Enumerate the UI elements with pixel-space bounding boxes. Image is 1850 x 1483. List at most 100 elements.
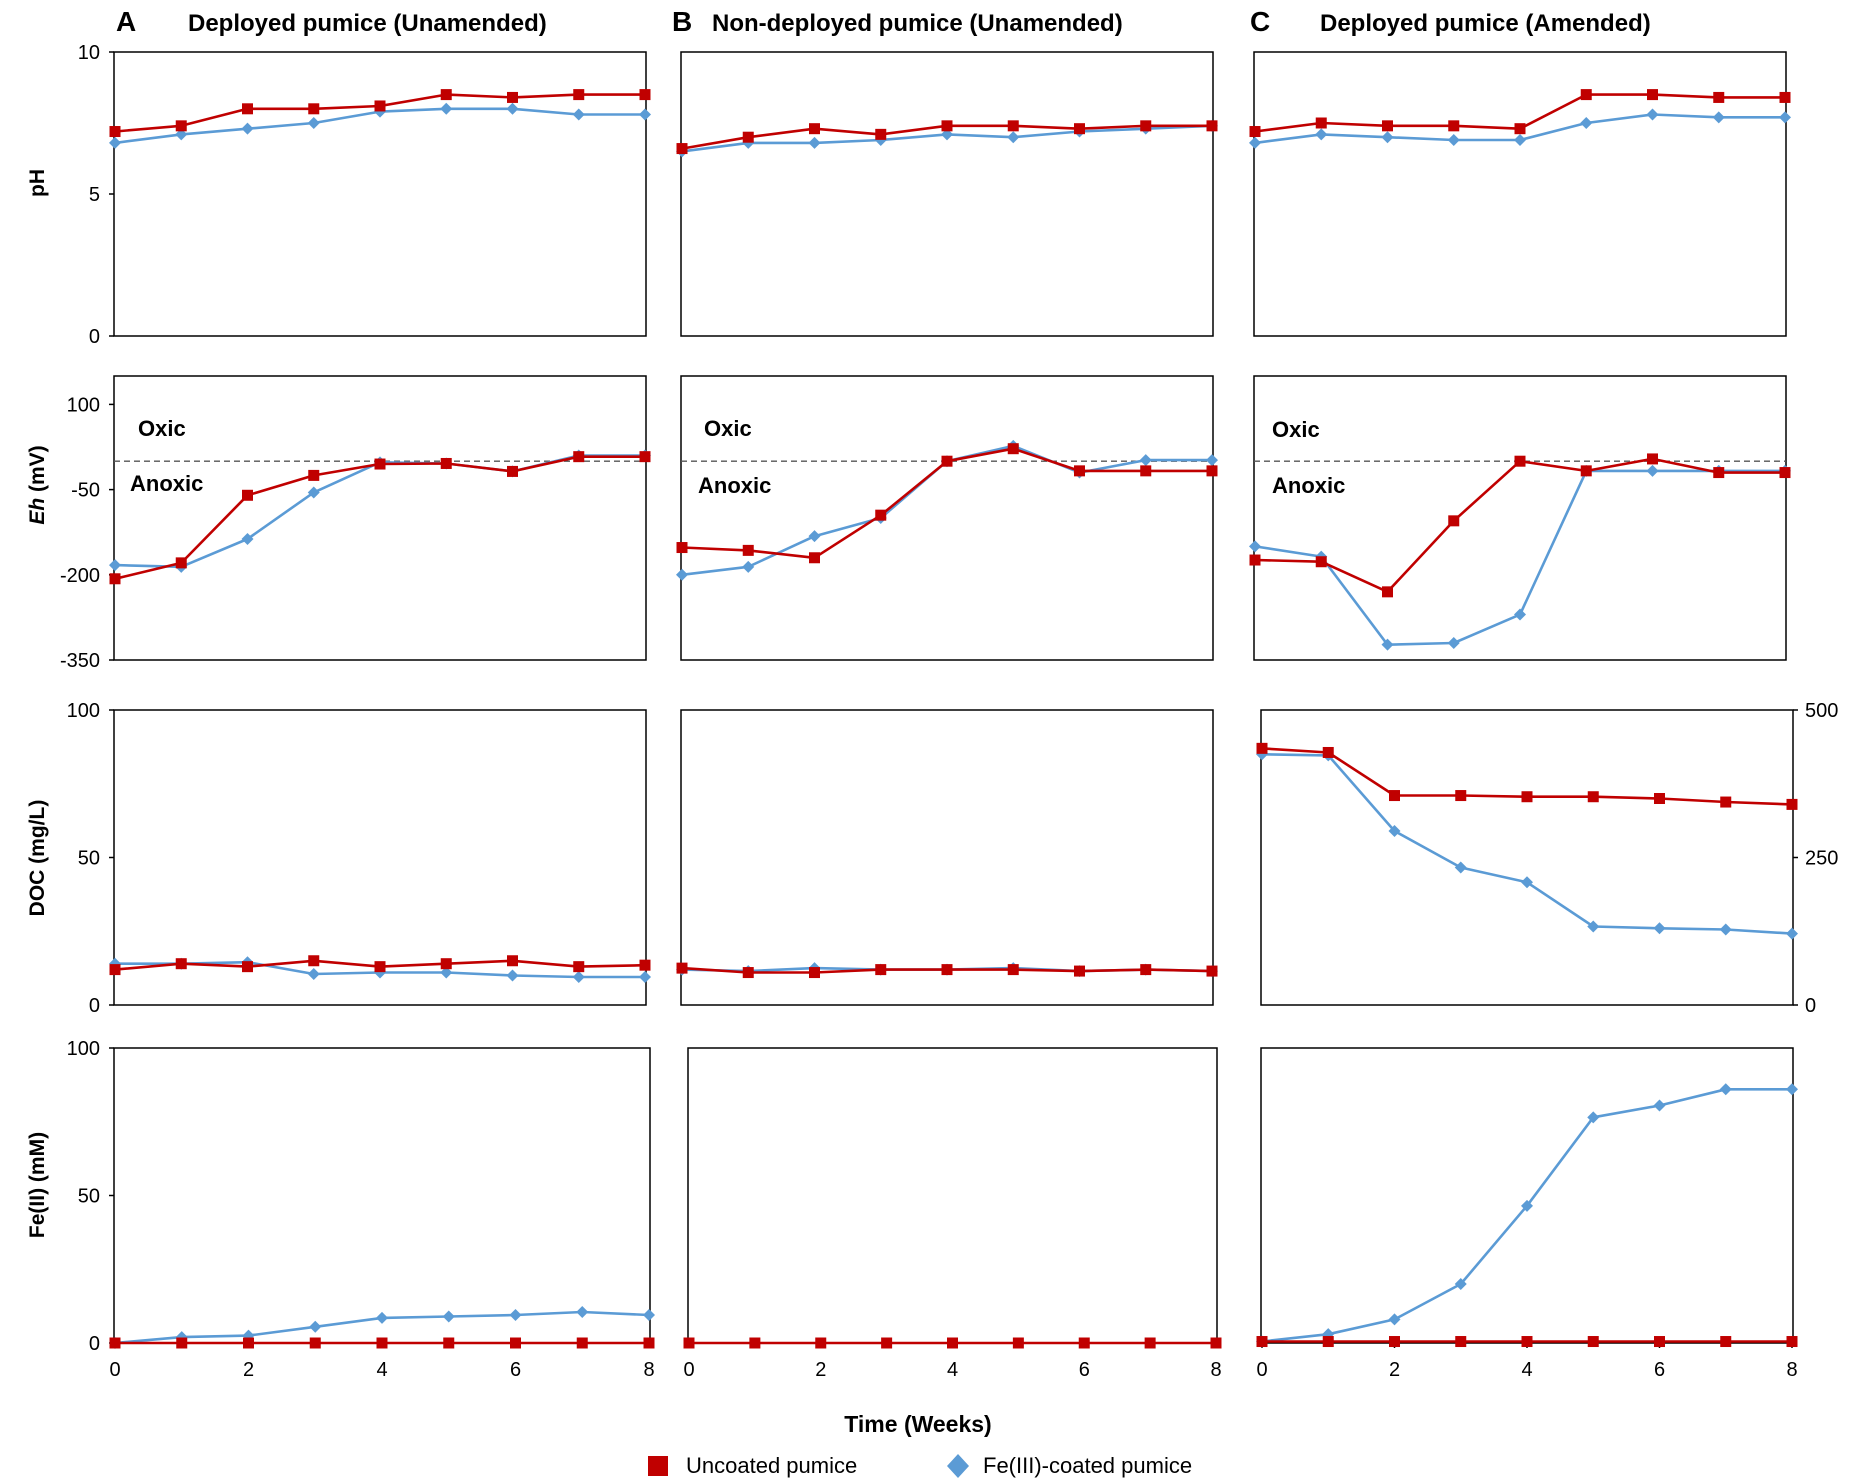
data-point-coated (1521, 1199, 1533, 1212)
data-point-uncoated (175, 120, 187, 132)
anoxic-label-a: Anoxic (130, 471, 203, 496)
data-point-uncoated (1140, 964, 1152, 976)
data-point-coated (241, 122, 254, 135)
data-point-coated (1779, 111, 1791, 124)
data-point-coated (1514, 134, 1526, 147)
data-point-uncoated (1448, 120, 1460, 132)
data-point-coated (1388, 824, 1401, 837)
data-point-uncoated (1210, 1337, 1222, 1349)
data-point-coated (1580, 117, 1593, 129)
data-point-coated (1447, 134, 1460, 147)
y-right-tick-label: 250 (1805, 848, 1838, 870)
x-tick-label: 0 (1256, 1359, 1267, 1381)
data-point-uncoated (1580, 89, 1592, 101)
data-point-coated (676, 568, 688, 581)
x-tick-label: 2 (1389, 1359, 1400, 1381)
y-tick-label: 100 (67, 700, 100, 722)
data-point-uncoated (374, 458, 386, 470)
data-point-coated (941, 128, 953, 141)
data-point-uncoated (676, 542, 688, 554)
legend-marker-uncoated (648, 1456, 668, 1476)
data-point-uncoated (440, 457, 452, 469)
data-point-coated (1653, 1099, 1666, 1112)
data-point-coated (572, 108, 585, 121)
data-point-uncoated (440, 89, 452, 101)
data-point-coated (307, 117, 320, 129)
data-point-uncoated (308, 469, 320, 481)
ylabel-eh-symbol: Eh (26, 498, 49, 525)
data-point-coated (109, 559, 121, 572)
data-point-coated (1381, 131, 1394, 144)
series-line-coated (1261, 753, 1793, 935)
data-point-uncoated (1256, 742, 1268, 754)
data-point-uncoated (1720, 796, 1732, 808)
data-point-uncoated (1007, 443, 1019, 455)
data-point-uncoated (639, 959, 651, 971)
panel-c-doc: 0 250 500 (1256, 700, 1838, 1017)
oxic-label-a: Oxic (138, 416, 186, 441)
data-point-coated (109, 136, 121, 149)
data-point-uncoated (1779, 91, 1791, 103)
data-point-uncoated (676, 962, 688, 974)
data-point-uncoated (1720, 1336, 1732, 1348)
x-tick-label: 8 (1786, 1359, 1797, 1381)
data-point-coated (1719, 1083, 1732, 1096)
panel-title-b: Non-deployed pumice (Unamended) (712, 10, 1123, 37)
y-tick-label: 0 (89, 995, 100, 1017)
panels-layer: 0 5 10 -350 -200 -50 100 0 50 100 0 250 500 0 50 100 0 2 4… (60, 42, 1838, 1381)
y-tick-label: 50 (78, 1186, 100, 1208)
data-point-coated (1514, 608, 1526, 621)
data-point-uncoated (109, 964, 121, 976)
data-point-uncoated (1786, 798, 1798, 810)
data-point-uncoated (1521, 1336, 1533, 1348)
data-point-uncoated (1514, 455, 1526, 467)
panel-letter-b: B (672, 6, 692, 37)
plot-frame (113, 375, 647, 661)
data-point-uncoated (109, 126, 121, 138)
data-point-coated (639, 970, 651, 983)
data-point-coated (1447, 636, 1460, 649)
data-point-uncoated (1580, 465, 1592, 477)
x-tick-label: 4 (947, 1359, 958, 1381)
data-point-coated (1249, 136, 1261, 149)
data-point-uncoated (573, 89, 585, 101)
plot-frame (680, 375, 1214, 661)
data-point-coated (1646, 464, 1659, 477)
data-point-uncoated (507, 955, 518, 967)
data-point-uncoated (941, 120, 953, 132)
data-point-uncoated (1647, 89, 1658, 101)
panel-a-ph: 0 5 10 (78, 42, 651, 348)
data-point-coated (572, 970, 585, 983)
y-tick-label: 100 (67, 1038, 100, 1060)
panel-letter-a: A (116, 6, 136, 37)
data-point-coated (1139, 454, 1152, 467)
data-point-uncoated (1315, 117, 1327, 129)
data-point-coated (643, 1308, 655, 1321)
data-point-uncoated (175, 557, 187, 569)
data-point-coated (1646, 108, 1659, 121)
data-point-uncoated (1455, 790, 1467, 802)
data-point-uncoated (507, 465, 518, 477)
plot-frame (113, 709, 647, 1006)
data-point-uncoated (1140, 465, 1152, 477)
x-tick-label: 6 (1079, 1359, 1090, 1381)
data-point-uncoated (109, 1337, 121, 1349)
data-point-uncoated (176, 1337, 188, 1349)
data-point-uncoated (443, 1337, 455, 1349)
data-point-uncoated (308, 955, 320, 967)
panel-c-fe: 0 2 4 6 8 (1256, 1047, 1798, 1381)
data-point-uncoated (875, 509, 887, 521)
ylabel-ph: pH (26, 169, 49, 197)
data-point-uncoated (243, 1337, 254, 1349)
data-point-coated (440, 102, 453, 115)
data-point-coated (1249, 540, 1261, 553)
y-tick-label: 100 (67, 394, 100, 416)
data-point-coated (175, 128, 188, 141)
y-tick-label: 0 (89, 1333, 100, 1355)
anoxic-label-b: Anoxic (698, 473, 771, 498)
x-tick-label: 4 (1521, 1359, 1532, 1381)
data-point-coated (509, 1308, 522, 1321)
data-point-uncoated (510, 1337, 521, 1349)
data-point-uncoated (643, 1337, 655, 1349)
